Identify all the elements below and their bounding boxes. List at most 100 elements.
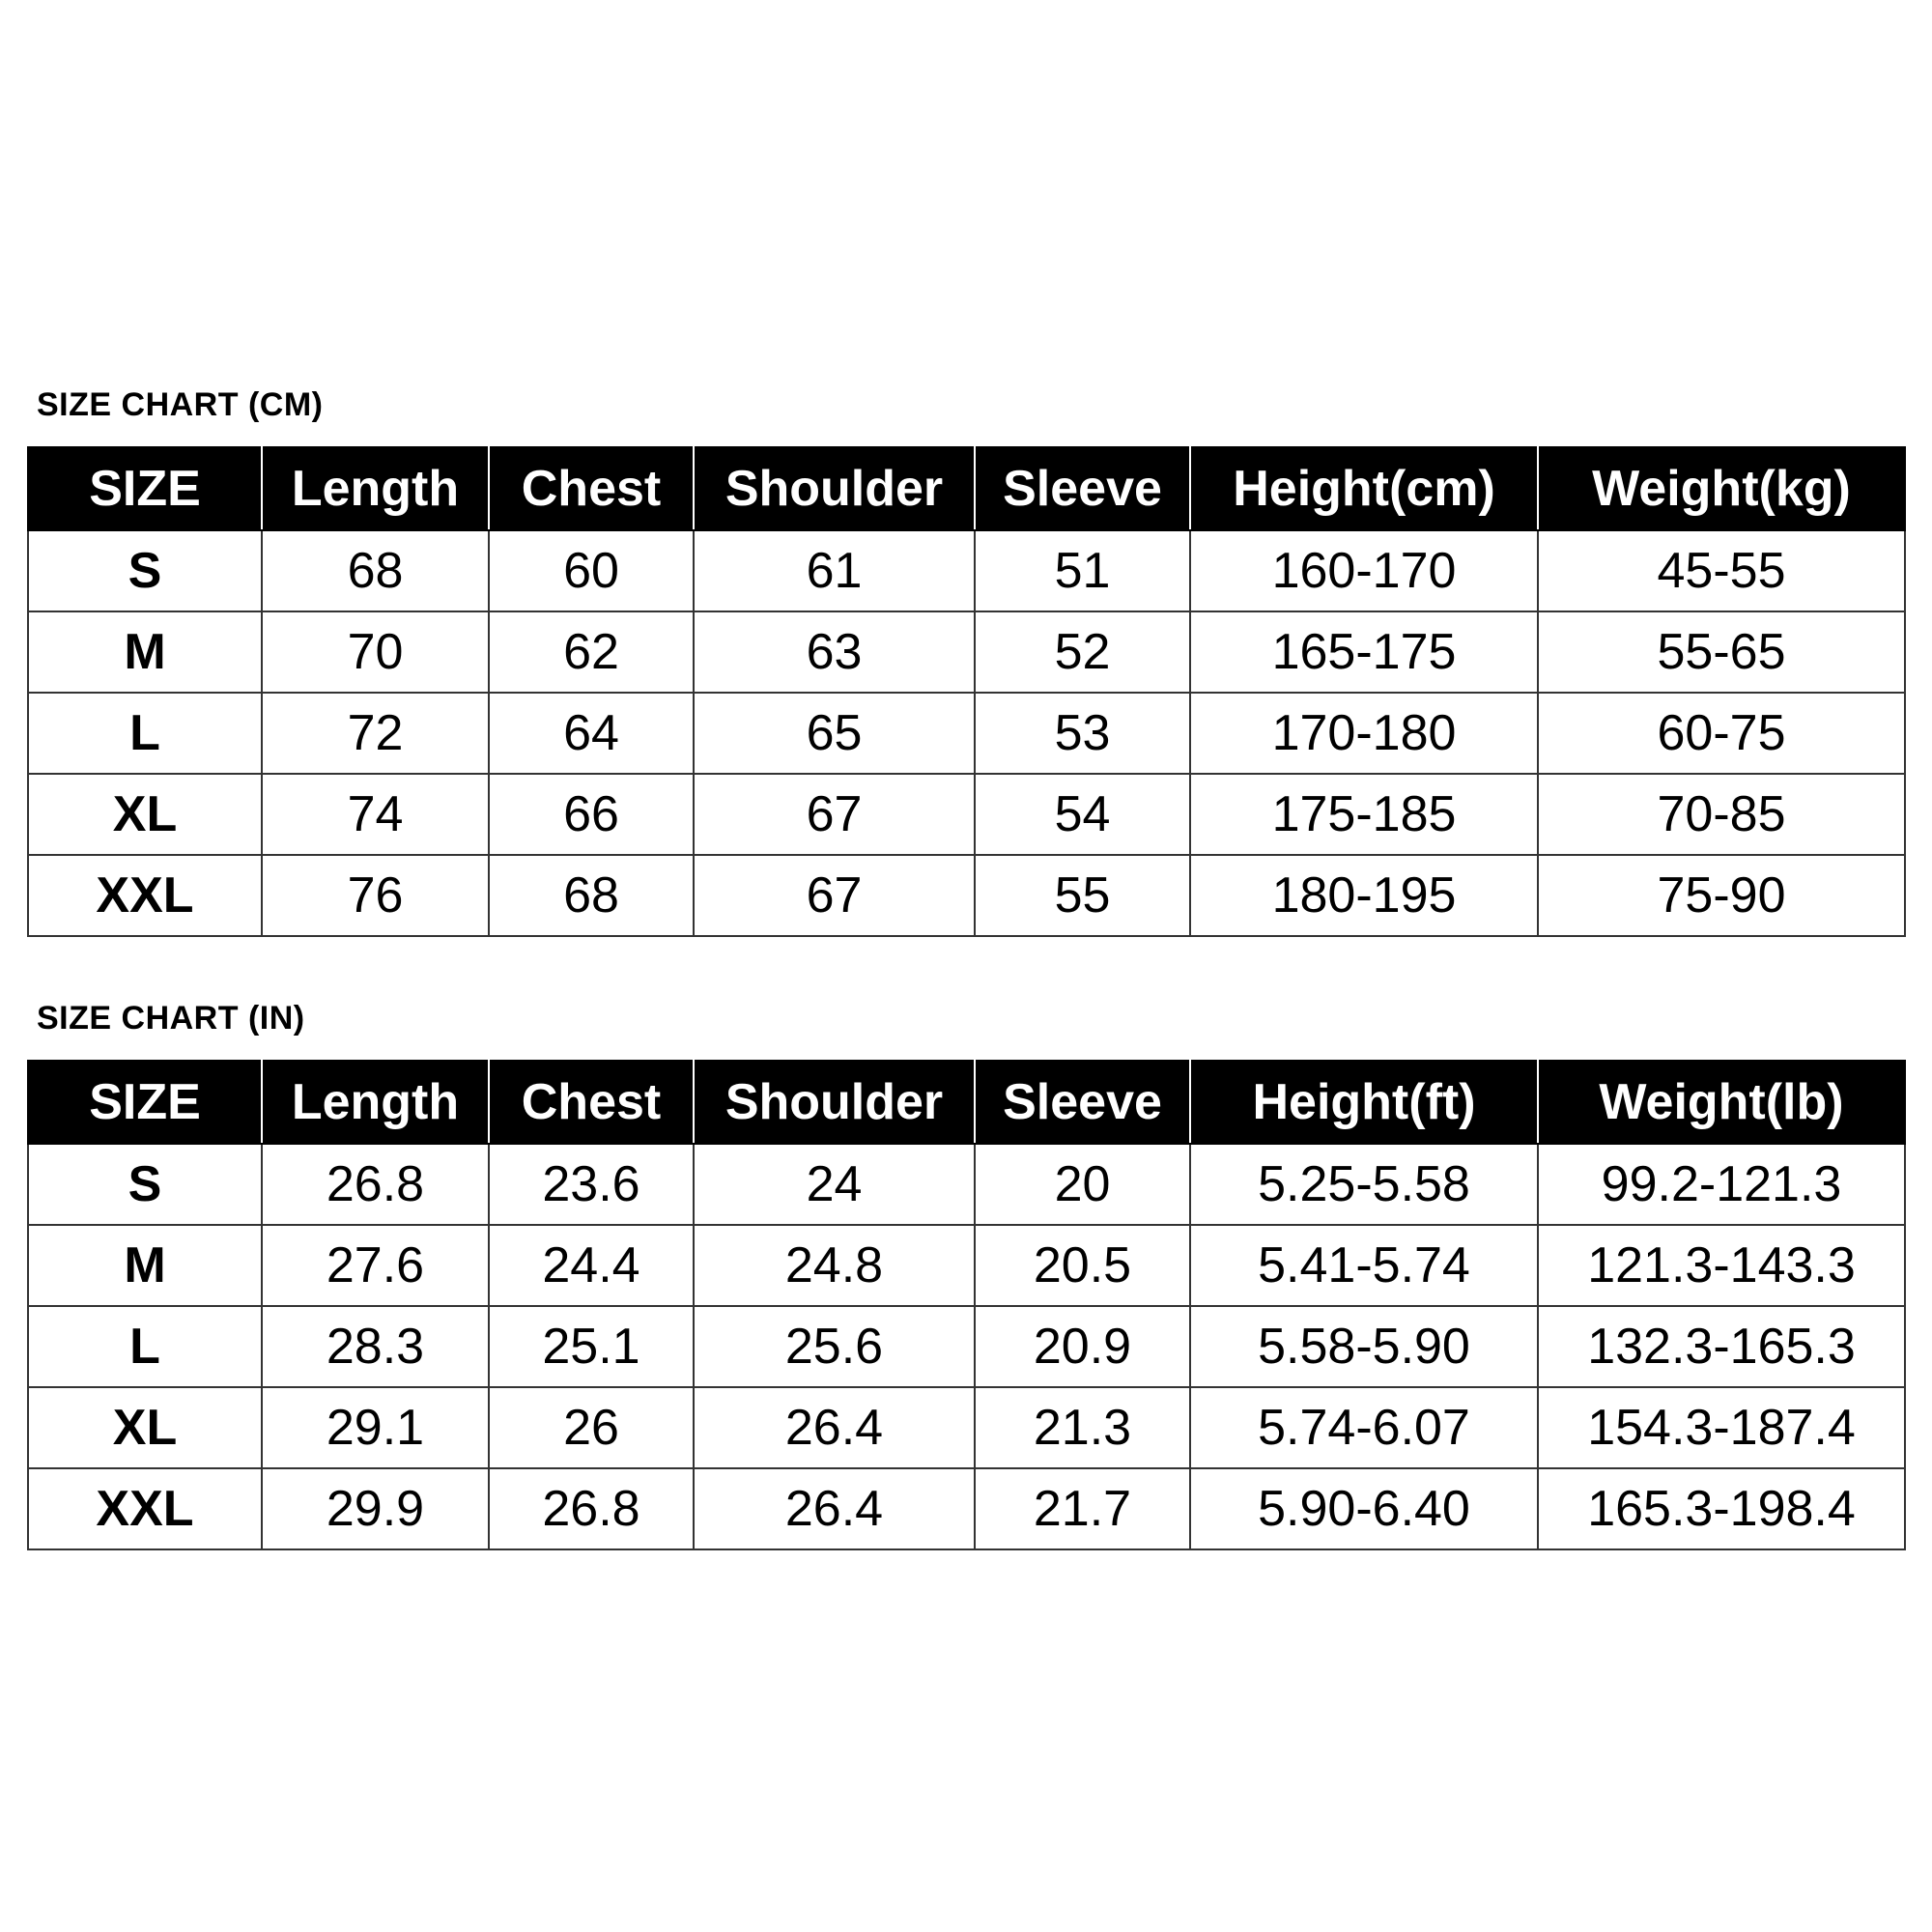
column-header: Shoulder (693, 446, 976, 531)
cm-size-table: SIZE Length Chest Shoulder Sleeve Height(cm) W… (27, 446, 1906, 937)
table-cell: 66 (488, 773, 695, 856)
table-row: XL 74 66 67 54 175-185 70-85 (27, 773, 1906, 856)
table-cell: 55 (974, 854, 1191, 937)
table-cell: 45-55 (1537, 529, 1906, 612)
table-cell: 180-195 (1189, 854, 1539, 937)
table-row: L 28.3 25.1 25.6 20.9 5.58-5.90 132.3-165.3 (27, 1305, 1906, 1388)
table-cell: 26.8 (261, 1143, 490, 1226)
table-cell: 24.4 (488, 1224, 695, 1307)
table-row: XL 29.1 26 26.4 21.3 5.74-6.07 154.3-187.4 (27, 1386, 1906, 1469)
table-cell: 63 (693, 611, 976, 694)
column-header: Sleeve (974, 446, 1191, 531)
column-header: Length (261, 446, 490, 531)
table-cell: 5.58-5.90 (1189, 1305, 1539, 1388)
table-cell: 67 (693, 773, 976, 856)
table-cell: 175-185 (1189, 773, 1539, 856)
table-cell: 27.6 (261, 1224, 490, 1307)
column-header: Weight(lb) (1537, 1060, 1906, 1145)
column-header: Height(ft) (1189, 1060, 1539, 1145)
table-cell: 74 (261, 773, 490, 856)
size-label: M (27, 611, 263, 694)
column-header: Sleeve (974, 1060, 1191, 1145)
table-cell: 26.8 (488, 1467, 695, 1550)
size-label: XXL (27, 1467, 263, 1550)
table-cell: 28.3 (261, 1305, 490, 1388)
column-header: Height(cm) (1189, 446, 1539, 531)
table-cell: 61 (693, 529, 976, 612)
table-cell: 75-90 (1537, 854, 1906, 937)
column-header: Shoulder (693, 1060, 976, 1145)
table-cell: 26.4 (693, 1467, 976, 1550)
table-row: S 68 60 61 51 160-170 45-55 (27, 529, 1906, 612)
table-cell: 5.74-6.07 (1189, 1386, 1539, 1469)
table-cell: 53 (974, 692, 1191, 775)
column-header: SIZE (27, 446, 263, 531)
table-cell: 24.8 (693, 1224, 976, 1307)
column-header: SIZE (27, 1060, 263, 1145)
table-cell: 55-65 (1537, 611, 1906, 694)
table-cell: 21.3 (974, 1386, 1191, 1469)
table-cell: 65 (693, 692, 976, 775)
table-cell: 154.3-187.4 (1537, 1386, 1906, 1469)
table-cell: 68 (488, 854, 695, 937)
header-row: SIZE Length Chest Shoulder Sleeve Height(cm) W… (27, 446, 1906, 531)
table-row: XXL 76 68 67 55 180-195 75-90 (27, 854, 1906, 937)
table-cell: 165.3-198.4 (1537, 1467, 1906, 1550)
table-cell: 51 (974, 529, 1191, 612)
table-cell: 121.3-143.3 (1537, 1224, 1906, 1307)
table-cell: 132.3-165.3 (1537, 1305, 1906, 1388)
in-chart-title: SIZE CHART (IN) (37, 1000, 305, 1037)
table-row: M 27.6 24.4 24.8 20.5 5.41-5.74 121.3-143.3 (27, 1224, 1906, 1307)
table-cell: 29.1 (261, 1386, 490, 1469)
table-cell: 20 (974, 1143, 1191, 1226)
table-cell: 20.9 (974, 1305, 1191, 1388)
table-cell: 26.4 (693, 1386, 976, 1469)
size-label: L (27, 692, 263, 775)
table-cell: 76 (261, 854, 490, 937)
table-cell: 25.6 (693, 1305, 976, 1388)
size-label: XL (27, 1386, 263, 1469)
size-label: S (27, 1143, 263, 1226)
table-cell: 64 (488, 692, 695, 775)
size-label: XL (27, 773, 263, 856)
table-cell: 67 (693, 854, 976, 937)
table-cell: 70-85 (1537, 773, 1906, 856)
size-label: M (27, 1224, 263, 1307)
table-cell: 62 (488, 611, 695, 694)
column-header: Length (261, 1060, 490, 1145)
table-cell: 165-175 (1189, 611, 1539, 694)
table-cell: 25.1 (488, 1305, 695, 1388)
table-cell: 21.7 (974, 1467, 1191, 1550)
table-row: M 70 62 63 52 165-175 55-65 (27, 611, 1906, 694)
cm-chart-title: SIZE CHART (CM) (37, 386, 324, 423)
table-row: S 26.8 23.6 24 20 5.25-5.58 99.2-121.3 (27, 1143, 1906, 1226)
table-cell: 26 (488, 1386, 695, 1469)
table-cell: 170-180 (1189, 692, 1539, 775)
size-label: L (27, 1305, 263, 1388)
table-row: L 72 64 65 53 170-180 60-75 (27, 692, 1906, 775)
table-cell: 24 (693, 1143, 976, 1226)
in-size-table: SIZE Length Chest Shoulder Sleeve Height(ft) W… (27, 1060, 1906, 1550)
column-header: Chest (488, 1060, 695, 1145)
header-row: SIZE Length Chest Shoulder Sleeve Height(ft) W… (27, 1060, 1906, 1145)
table-cell: 54 (974, 773, 1191, 856)
table-cell: 23.6 (488, 1143, 695, 1226)
table-cell: 5.41-5.74 (1189, 1224, 1539, 1307)
size-label: S (27, 529, 263, 612)
table-cell: 160-170 (1189, 529, 1539, 612)
table-cell: 29.9 (261, 1467, 490, 1550)
table-cell: 72 (261, 692, 490, 775)
table-cell: 52 (974, 611, 1191, 694)
table-row: XXL 29.9 26.8 26.4 21.7 5.90-6.40 165.3-198.4 (27, 1467, 1906, 1550)
table-cell: 60-75 (1537, 692, 1906, 775)
table-cell: 20.5 (974, 1224, 1191, 1307)
column-header: Weight(kg) (1537, 446, 1906, 531)
column-header: Chest (488, 446, 695, 531)
table-cell: 60 (488, 529, 695, 612)
table-cell: 5.90-6.40 (1189, 1467, 1539, 1550)
table-cell: 5.25-5.58 (1189, 1143, 1539, 1226)
table-cell: 68 (261, 529, 490, 612)
table-cell: 99.2-121.3 (1537, 1143, 1906, 1226)
table-cell: 70 (261, 611, 490, 694)
size-label: XXL (27, 854, 263, 937)
